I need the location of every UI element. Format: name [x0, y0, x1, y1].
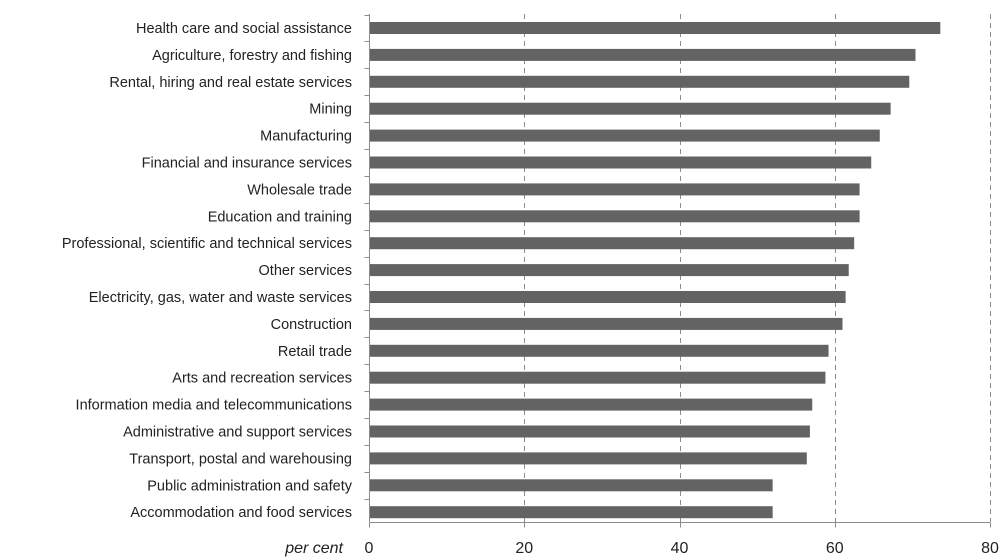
bar-17 [369, 479, 773, 492]
x-axis-title: per cent [284, 540, 343, 557]
x-tick-label-60: 60 [826, 540, 844, 557]
category-label-7: Education and training [208, 209, 352, 225]
bar-16 [369, 452, 807, 465]
category-label-18: Accommodation and food services [130, 505, 352, 521]
category-label-5: Financial and insurance services [142, 156, 352, 172]
bars [369, 22, 941, 519]
tick-labels: 0 20 40 60 80 [365, 540, 999, 557]
category-label-15: Administrative and support services [123, 425, 352, 441]
category-label-16: Transport, postal and warehousing [129, 451, 352, 467]
bar-2 [369, 75, 910, 88]
category-label-1: Agriculture, forestry and fishing [152, 48, 352, 64]
bar-11 [369, 317, 843, 330]
category-label-6: Wholesale trade [247, 182, 352, 198]
category-label-8: Professional, scientific and technical s… [62, 236, 352, 252]
bar-3 [369, 102, 891, 115]
category-labels: Health care and social assistance Agricul… [62, 21, 353, 521]
bar-6 [369, 183, 860, 196]
category-label-4: Manufacturing [260, 129, 352, 145]
x-tick-label-0: 0 [365, 540, 374, 557]
category-label-10: Electricity, gas, water and waste servic… [89, 290, 352, 306]
bar-0 [369, 22, 941, 34]
x-tick-label-20: 20 [515, 540, 533, 557]
bar-13 [369, 371, 826, 384]
bar-14 [369, 398, 813, 411]
x-tick-label-80: 80 [981, 540, 999, 557]
bar-8 [369, 237, 855, 250]
bar-18 [369, 506, 773, 519]
category-label-0: Health care and social assistance [136, 21, 352, 37]
category-label-3: Mining [309, 102, 352, 118]
bar-4 [369, 129, 880, 142]
bar-5 [369, 156, 872, 169]
axes [364, 14, 991, 528]
category-label-17: Public administration and safety [147, 478, 352, 494]
bar-10 [369, 291, 846, 303]
category-label-2: Rental, hiring and real estate services [109, 75, 352, 91]
x-tick-label-40: 40 [671, 540, 689, 557]
category-label-9: Other services [259, 263, 352, 279]
category-label-12: Retail trade [278, 344, 352, 360]
bar-15 [369, 425, 810, 438]
bar-7 [369, 210, 860, 223]
bar-12 [369, 344, 829, 357]
category-label-14: Information media and telecommunications [76, 398, 352, 414]
bar-1 [369, 48, 916, 61]
bar-9 [369, 264, 849, 277]
category-label-13: Arts and recreation services [172, 371, 352, 387]
category-label-11: Construction [271, 317, 352, 333]
